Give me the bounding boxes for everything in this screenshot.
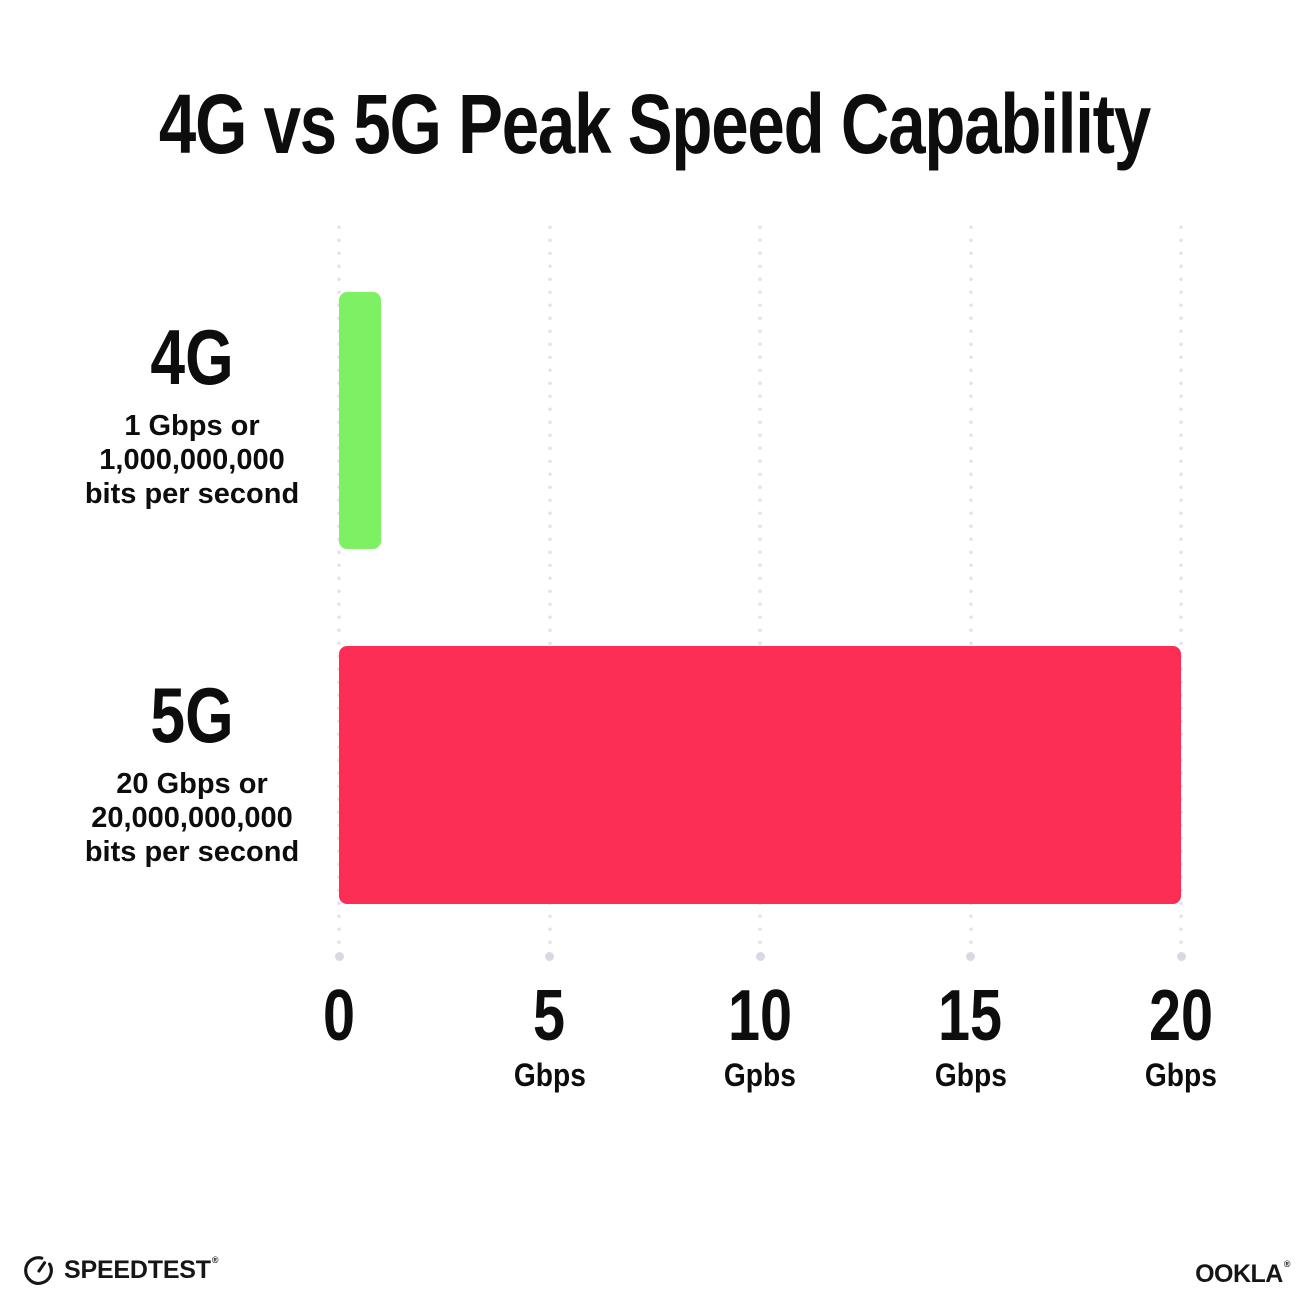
x-tick-5: 5 Gbps: [513, 976, 586, 1093]
bar-5g: [339, 646, 1181, 904]
ookla-logo: OOKLA®: [1195, 1259, 1291, 1289]
speedtest-wordmark: SPEEDTEST®: [64, 1255, 219, 1284]
category-sublabel-5g: 20 Gbps or 20,000,000,000 bits per secon…: [42, 767, 342, 869]
sublabel-line: 1 Gbps or: [124, 410, 260, 442]
category-name-4g: 4G: [150, 313, 234, 401]
gridline-10gbps: [755, 225, 765, 961]
sublabel-line: 20,000,000,000: [91, 802, 293, 834]
bar-4g: [339, 292, 382, 549]
gridline-15gbps: [966, 225, 975, 961]
x-tick-15: 15 Gbps: [934, 976, 1007, 1093]
trademark-mark: ®: [211, 1255, 219, 1265]
category-label-4g: 4G 1 Gbps or 1,000,000,000 bits per seco…: [42, 318, 342, 511]
category-label-5g: 5G 20 Gbps or 20,000,000,000 bits per se…: [42, 676, 342, 869]
category-sublabel-4g: 1 Gbps or 1,000,000,000 bits per second: [42, 409, 342, 511]
x-tick-20: 20 Gbps: [1145, 976, 1217, 1093]
sublabel-line: 1,000,000,000: [99, 444, 285, 476]
speedtest-logo: SPEEDTEST®: [22, 1254, 219, 1287]
sublabel-line: bits per second: [84, 836, 300, 868]
gridline-5gbps: [545, 225, 554, 961]
trademark-mark: ®: [1283, 1259, 1291, 1269]
speedtest-gauge-icon: [22, 1254, 55, 1287]
ookla-wordmark: OOKLA®: [1195, 1259, 1291, 1288]
x-tick-0: 0: [322, 976, 356, 1056]
x-tick-10: 10 Gpbs: [724, 976, 796, 1093]
chart-title: 4G vs 5G Peak Speed Capability: [158, 77, 1150, 172]
gridline-0gbps: [334, 225, 344, 961]
gridline-20gbps: [1176, 225, 1186, 961]
category-name-5g: 5G: [150, 671, 234, 759]
sublabel-line: bits per second: [84, 478, 300, 510]
sublabel-line: 20 Gbps or: [116, 768, 268, 800]
